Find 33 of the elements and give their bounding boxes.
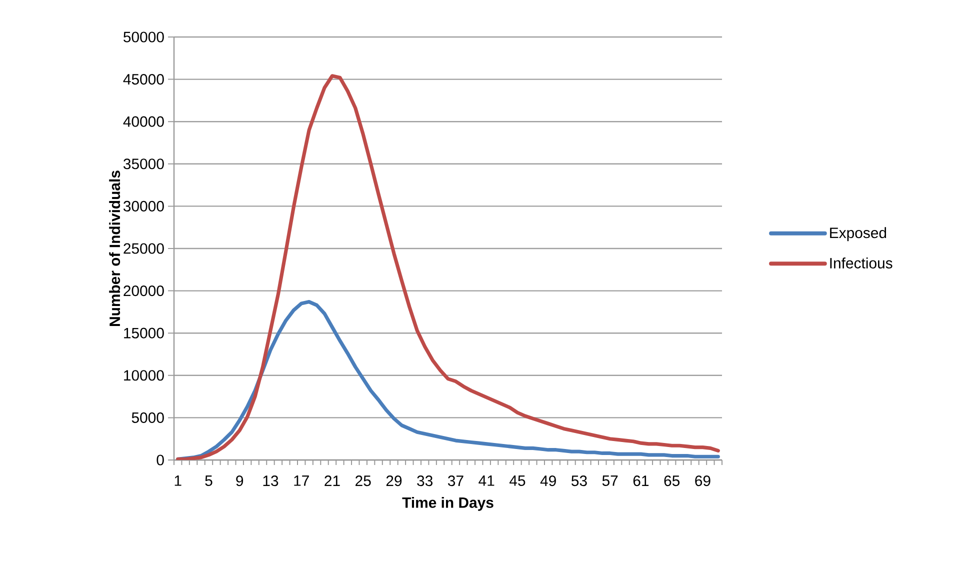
y-tick-label: 30000 bbox=[123, 200, 164, 212]
x-tick-label: 37 bbox=[448, 476, 464, 486]
legend-label: Infectious bbox=[830, 257, 892, 268]
y-tick-label: 25000 bbox=[124, 243, 164, 254]
x-tick-label: 17 bbox=[294, 476, 309, 486]
x-tick-label: 49 bbox=[540, 476, 556, 486]
y-tick-label: 5000 bbox=[132, 412, 164, 423]
y-tick-label: 45000 bbox=[123, 74, 164, 85]
x-tick-label: 29 bbox=[386, 476, 402, 486]
y-tick-label: 50000 bbox=[124, 32, 164, 42]
x-tick-label: 45 bbox=[510, 476, 526, 486]
y-tick-label: 40000 bbox=[123, 116, 164, 127]
x-axis-title: Time in Days bbox=[402, 496, 494, 511]
y-axis-title: Number of Individuals bbox=[109, 170, 120, 326]
y-tick-label: 35000 bbox=[123, 158, 164, 170]
legend-label: Exposed bbox=[830, 227, 886, 242]
x-tick-label: 57 bbox=[602, 476, 618, 486]
x-tick-label: 5 bbox=[205, 476, 212, 486]
x-tick-label: 69 bbox=[695, 476, 710, 486]
x-tick-label: 25 bbox=[356, 476, 371, 486]
x-tick-label: 13 bbox=[263, 476, 278, 486]
x-tick-label: 33 bbox=[417, 476, 432, 486]
y-tick-label: 15000 bbox=[124, 328, 164, 338]
x-tick-label: 9 bbox=[236, 476, 244, 486]
x-tick-label: 1 bbox=[174, 476, 182, 486]
x-tick-label: 41 bbox=[478, 476, 494, 486]
x-tick-label: 21 bbox=[324, 476, 340, 486]
x-tick-label: 61 bbox=[633, 476, 649, 486]
y-tick-label: 20000 bbox=[124, 286, 164, 296]
y-tick-label: 10000 bbox=[124, 370, 164, 381]
x-tick-label: 53 bbox=[572, 476, 587, 486]
y-tick-label: 0 bbox=[156, 454, 164, 466]
x-tick-label: 65 bbox=[664, 476, 680, 486]
